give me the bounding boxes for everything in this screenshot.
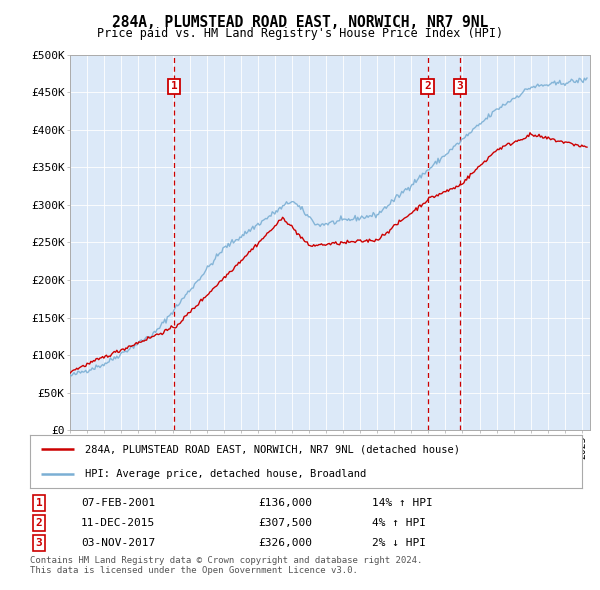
Text: 1: 1 <box>35 498 43 508</box>
Text: 11-DEC-2015: 11-DEC-2015 <box>81 518 155 528</box>
Text: £136,000: £136,000 <box>258 498 312 508</box>
Text: 2: 2 <box>35 518 43 528</box>
Text: 2% ↓ HPI: 2% ↓ HPI <box>372 538 426 548</box>
Text: 3: 3 <box>35 538 43 548</box>
Text: This data is licensed under the Open Government Licence v3.0.: This data is licensed under the Open Gov… <box>30 566 358 575</box>
Text: Price paid vs. HM Land Registry's House Price Index (HPI): Price paid vs. HM Land Registry's House … <box>97 27 503 40</box>
Text: 07-FEB-2001: 07-FEB-2001 <box>81 498 155 508</box>
Text: £326,000: £326,000 <box>258 538 312 548</box>
Text: 2: 2 <box>424 81 431 91</box>
Text: 284A, PLUMSTEAD ROAD EAST, NORWICH, NR7 9NL (detached house): 284A, PLUMSTEAD ROAD EAST, NORWICH, NR7 … <box>85 444 460 454</box>
Text: HPI: Average price, detached house, Broadland: HPI: Average price, detached house, Broa… <box>85 468 367 478</box>
Text: Contains HM Land Registry data © Crown copyright and database right 2024.: Contains HM Land Registry data © Crown c… <box>30 556 422 565</box>
Text: 4% ↑ HPI: 4% ↑ HPI <box>372 518 426 528</box>
Text: 284A, PLUMSTEAD ROAD EAST, NORWICH, NR7 9NL: 284A, PLUMSTEAD ROAD EAST, NORWICH, NR7 … <box>112 15 488 30</box>
Text: 3: 3 <box>457 81 463 91</box>
Text: £307,500: £307,500 <box>258 518 312 528</box>
Text: 03-NOV-2017: 03-NOV-2017 <box>81 538 155 548</box>
Text: 14% ↑ HPI: 14% ↑ HPI <box>372 498 433 508</box>
Text: 1: 1 <box>171 81 178 91</box>
